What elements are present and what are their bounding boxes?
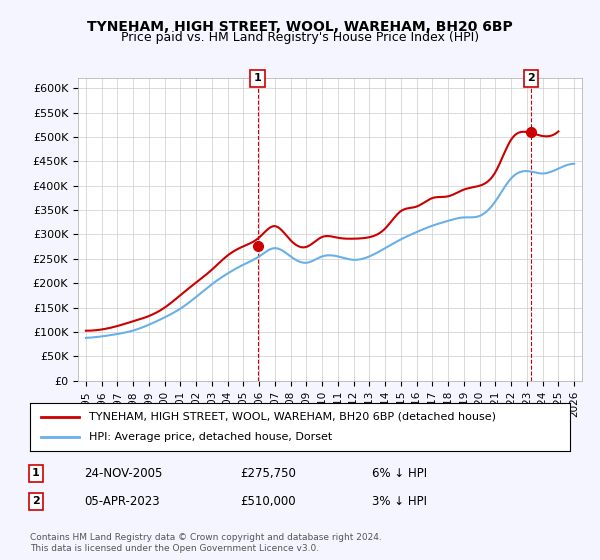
Text: 2: 2	[32, 496, 40, 506]
Text: HPI: Average price, detached house, Dorset: HPI: Average price, detached house, Dors…	[89, 432, 332, 442]
Text: TYNEHAM, HIGH STREET, WOOL, WAREHAM, BH20 6BP: TYNEHAM, HIGH STREET, WOOL, WAREHAM, BH2…	[87, 20, 513, 34]
Text: TYNEHAM, HIGH STREET, WOOL, WAREHAM, BH20 6BP (detached house): TYNEHAM, HIGH STREET, WOOL, WAREHAM, BH2…	[89, 412, 496, 422]
Text: Contains HM Land Registry data © Crown copyright and database right 2024.
This d: Contains HM Land Registry data © Crown c…	[30, 533, 382, 553]
Text: 3% ↓ HPI: 3% ↓ HPI	[372, 494, 427, 508]
Text: 1: 1	[254, 73, 262, 83]
Text: 1: 1	[32, 468, 40, 478]
Text: 24-NOV-2005: 24-NOV-2005	[84, 466, 163, 480]
Text: Price paid vs. HM Land Registry's House Price Index (HPI): Price paid vs. HM Land Registry's House …	[121, 31, 479, 44]
Text: 05-APR-2023: 05-APR-2023	[84, 494, 160, 508]
Text: 2: 2	[527, 73, 535, 83]
Text: £510,000: £510,000	[240, 494, 296, 508]
Text: £275,750: £275,750	[240, 466, 296, 480]
Text: 6% ↓ HPI: 6% ↓ HPI	[372, 466, 427, 480]
